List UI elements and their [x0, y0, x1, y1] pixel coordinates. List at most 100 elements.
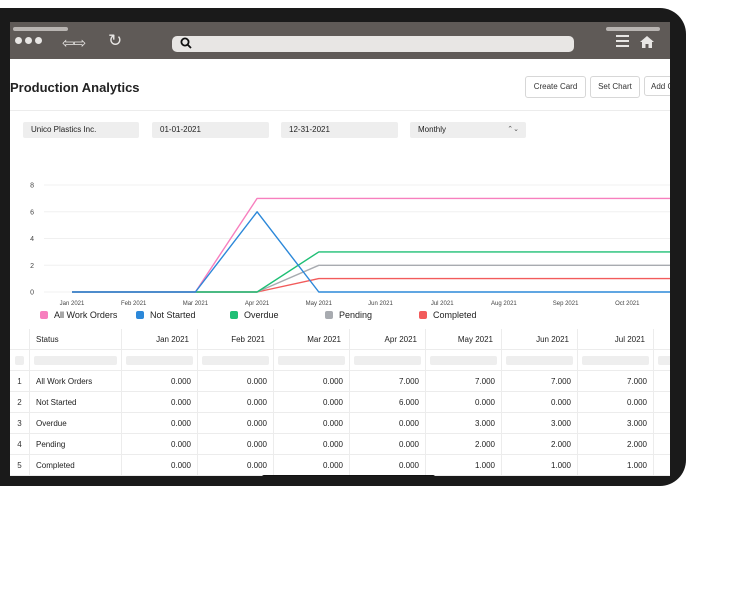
tab-strip — [13, 27, 68, 31]
filter-cell[interactable] — [654, 350, 670, 371]
table-cell: 0.000 — [122, 371, 198, 392]
table-cell — [654, 413, 670, 434]
table-cell: 3.000 — [578, 413, 654, 434]
filter-input[interactable] — [202, 356, 269, 365]
filter-cell[interactable] — [274, 350, 350, 371]
table-header-cell[interactable]: Feb 2021 — [198, 329, 274, 350]
table-header-cell[interactable]: Jun 2021 — [502, 329, 578, 350]
filter-cell[interactable] — [578, 350, 654, 371]
filter-input[interactable] — [278, 356, 345, 365]
legend-item-not-started[interactable]: Not Started — [136, 310, 196, 320]
table-cell: 1.000 — [578, 455, 654, 476]
home-icon[interactable] — [640, 35, 654, 48]
table-cell: 0.000 — [122, 413, 198, 434]
table-cell: 0.000 — [274, 413, 350, 434]
table-cell: 0.000 — [198, 392, 274, 413]
filter-cell[interactable] — [198, 350, 274, 371]
create-card-button[interactable]: Create Card — [525, 76, 586, 98]
legend-swatch — [419, 311, 427, 319]
legend-item-overdue[interactable]: Overdue — [230, 310, 279, 320]
reload-icon[interactable]: ↻ — [108, 31, 123, 50]
filter-input[interactable] — [430, 356, 497, 365]
filter-input[interactable] — [506, 356, 573, 365]
legend-label: All Work Orders — [54, 310, 118, 320]
table-cell: 1.000 — [426, 455, 502, 476]
back-forward-icon[interactable]: ⇦⇨ — [62, 35, 86, 52]
tab-strip — [606, 27, 660, 31]
table-row[interactable]: 1 All Work Orders 0.000 0.000 0.000 7.000 7.00… — [10, 371, 670, 392]
legend-swatch — [40, 311, 48, 319]
table-row[interactable]: 3 Overdue 0.000 0.000 0.000 0.000 3.000 3.000 3.… — [10, 413, 670, 434]
legend-swatch — [230, 311, 238, 319]
filter-input[interactable] — [126, 356, 193, 365]
filter-cell[interactable] — [30, 350, 122, 371]
close-dot-icon[interactable] — [15, 37, 22, 44]
browser-toolbar: ⇦⇨ ↻ — [10, 22, 670, 59]
filter-input[interactable] — [582, 356, 649, 365]
table-cell: 7.000 — [502, 371, 578, 392]
table-cell: 0.000 — [350, 413, 426, 434]
legend-item-all-work-orders[interactable]: All Work Orders — [40, 310, 117, 320]
x-tick-label: Jan 2021 — [60, 301, 85, 307]
table-cell: 2.000 — [578, 434, 654, 455]
legend-item-pending[interactable]: Pending — [325, 310, 372, 320]
table-cell: 3.000 — [426, 413, 502, 434]
filter-cell[interactable] — [10, 350, 30, 371]
table-cell — [654, 371, 670, 392]
table-cell: 0.000 — [274, 392, 350, 413]
filter-input[interactable] — [354, 356, 421, 365]
table-header-index — [10, 329, 30, 350]
filter-input[interactable] — [15, 356, 24, 365]
table-header-cell[interactable]: Mar 2021 — [274, 329, 350, 350]
filter-cell[interactable] — [502, 350, 578, 371]
table-cell: 2.000 — [502, 434, 578, 455]
minimize-dot-icon[interactable] — [25, 37, 32, 44]
table-cell: 0.000 — [198, 434, 274, 455]
filter-input[interactable] — [658, 356, 670, 365]
table-row[interactable]: 4 Pending 0.000 0.000 0.000 0.000 2.000 2.000 2.… — [10, 434, 670, 455]
table-header-cell[interactable] — [654, 329, 670, 350]
home-indicator[interactable] — [262, 475, 435, 476]
company-filter[interactable]: Unico Plastics Inc. — [23, 122, 139, 138]
x-tick-label: Oct 2021 — [615, 301, 640, 307]
window-controls[interactable] — [15, 37, 42, 44]
filter-input[interactable] — [34, 356, 117, 365]
maximize-dot-icon[interactable] — [35, 37, 42, 44]
tablet-frame: ⇦⇨ ↻ Production Analytics Create Card Se… — [0, 8, 686, 486]
filter-cell[interactable] — [122, 350, 198, 371]
table-header-status[interactable]: Status — [30, 329, 122, 350]
legend-label: Overdue — [244, 310, 279, 320]
table-row[interactable]: 2 Not Started 0.000 0.000 0.000 6.000 0.000 0.0… — [10, 392, 670, 413]
table-row[interactable]: 5 Completed 0.000 0.000 0.000 0.000 1.000 1.000… — [10, 455, 670, 476]
interval-select[interactable]: Monthly ⌃⌄ — [410, 122, 526, 138]
table-header-row: Status Jan 2021 Feb 2021 Mar 2021 Apr 20… — [10, 329, 670, 350]
menu-icon[interactable] — [616, 35, 629, 50]
row-index: 1 — [10, 371, 30, 392]
app-content: Production Analytics Create Card Set Cha… — [10, 59, 670, 476]
table-cell: 0.000 — [274, 455, 350, 476]
table-cell: 0.000 — [122, 392, 198, 413]
chevron-updown-icon: ⌃⌄ — [507, 126, 519, 133]
set-chart-button[interactable]: Set Chart — [590, 76, 640, 98]
legend-label: Not Started — [150, 310, 196, 320]
add-card-button[interactable]: Add Card — [644, 76, 670, 96]
address-bar[interactable] — [172, 36, 574, 52]
row-index: 4 — [10, 434, 30, 455]
divider — [10, 110, 670, 111]
table-cell — [654, 434, 670, 455]
start-date-field[interactable]: 01-01-2021 — [152, 122, 269, 138]
legend-swatch — [136, 311, 144, 319]
table-header-cell[interactable]: Jul 2021 — [578, 329, 654, 350]
row-status: All Work Orders — [30, 371, 122, 392]
end-date-field[interactable]: 12-31-2021 — [281, 122, 398, 138]
legend-label: Pending — [339, 310, 373, 320]
table-header-cell[interactable]: Apr 2021 — [350, 329, 426, 350]
table-header-cell[interactable]: May 2021 — [426, 329, 502, 350]
filter-cell[interactable] — [426, 350, 502, 371]
table-cell: 0.000 — [502, 392, 578, 413]
row-index: 5 — [10, 455, 30, 476]
row-status: Not Started — [30, 392, 122, 413]
filter-cell[interactable] — [350, 350, 426, 371]
table-header-cell[interactable]: Jan 2021 — [122, 329, 198, 350]
legend-item-completed[interactable]: Completed — [419, 310, 477, 320]
